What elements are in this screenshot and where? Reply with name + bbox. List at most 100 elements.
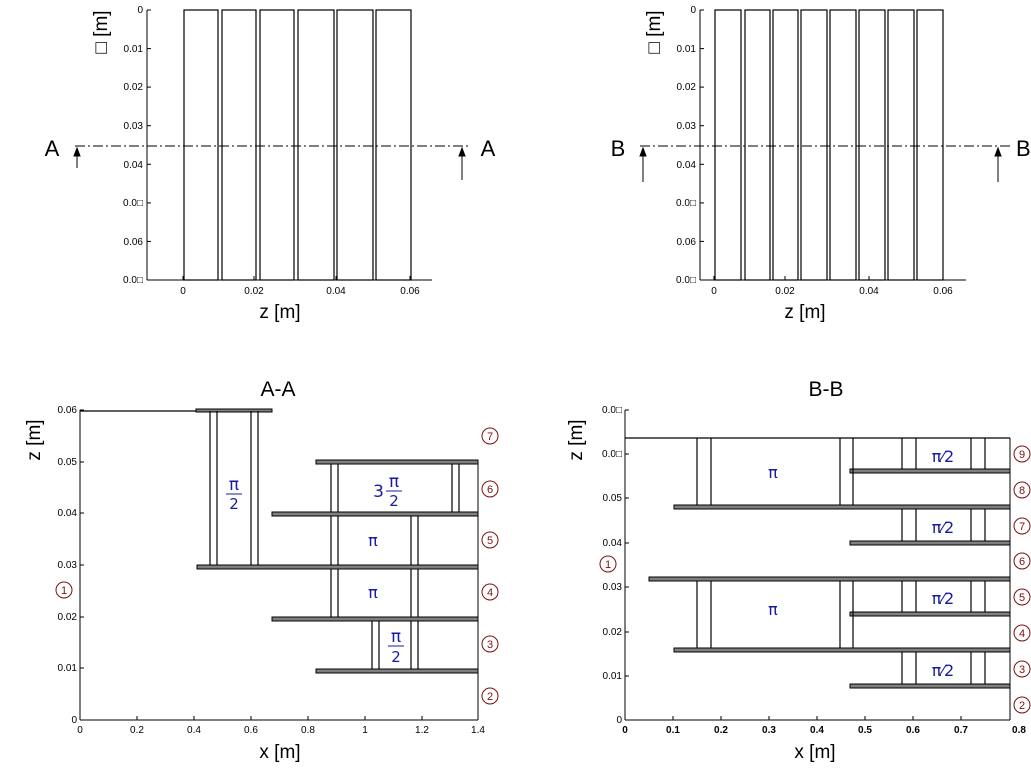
top-right-xtick-3: 0.06 [933,286,953,297]
bottom-right-mode-half-2: π⁄2 [932,518,954,537]
top-right-slots [714,9,944,281]
bottom-right-xtick-1: 0.1 [666,725,680,736]
bottom-right-ytick-7: 0.0□ [602,405,622,416]
bottom-left-x-ticks [79,716,479,720]
bottom-right-xtick-5: 0.5 [858,725,872,736]
top-left-ytick-4: 0.04 [124,160,144,171]
mode-label: π [389,472,399,492]
mode-label: π [229,475,239,495]
bottom-right-x-ticks [624,716,962,720]
mode-label: 2 [391,648,401,666]
bottom-right-xlabel: x [m] [794,742,835,763]
top-left-xtick-3: 0.06 [400,286,420,297]
bottom-left-port-3: 3 [487,639,493,651]
bottom-left-ytick-2: 0.02 [58,612,78,623]
top-left-xtick-1: 0.02 [244,286,264,297]
top-right-ylabel: □ [m] [644,10,665,53]
top-right-y-ticks [700,9,704,281]
top-right-section-arrows [639,146,1002,182]
bottom-right-mode-half-1: π⁄2 [932,447,954,466]
top-left-xlabel: z [m] [259,302,300,323]
bottom-left-ytick-0: 0 [71,715,77,726]
top-right-ytick-4: 0.04 [677,160,697,171]
bottom-right-mode-half-3: π⁄2 [932,589,954,608]
bottom-left-xtick-0: 0 [77,725,83,736]
bottom-right-xtick-0: 0 [622,725,628,736]
bottom-left-title: A-A [260,378,295,401]
top-left-section-label-left: A [45,136,60,161]
bottom-left-panel: A-A 0 0.01 0.02 0.03 0.04 0.05 0.06 0 0.… [24,378,499,763]
bottom-right-port-2: 2 [1019,700,1025,712]
bottom-left-port-1: 1 [61,585,67,597]
bottom-right-port-circles [599,445,1031,714]
bottom-left-port-7: 7 [487,431,493,443]
bottom-right-ytick-6: 0.0□ [602,449,622,460]
bottom-left-mode-pi-2: π [368,583,378,602]
top-right-section-label-right: B [1016,136,1031,161]
bottom-right-port-9: 9 [1019,449,1025,461]
bottom-left-port-6: 6 [487,484,493,496]
top-right-ytick-0: 0 [690,5,696,16]
bottom-right-port-8: 8 [1019,485,1025,497]
bottom-right-title: B-B [808,378,843,401]
top-right-section-label-left: B [611,136,626,161]
bottom-right-port-4: 4 [1019,628,1025,640]
top-right-panel: 0 0.01 0.02 0.03 0.04 0.0□ 0.06 0.0□ 0 0… [611,5,1031,323]
bottom-right-ytick-2: 0.02 [603,627,623,638]
bottom-right-slot-walls [696,438,986,684]
bottom-right-ylabel: z [m] [566,419,587,460]
bottom-left-xtick-2: 0.4 [187,725,201,736]
bottom-right-ytick-4: 0.04 [603,538,623,549]
bottom-right-port-5: 5 [1019,592,1025,604]
bottom-right-port-7: 7 [1019,521,1025,533]
bottom-left-xtick-4: 0.8 [301,725,315,736]
bottom-left-port-4: 4 [487,587,493,599]
top-left-slots [183,9,412,281]
top-left-xtick-0: 0 [180,286,186,297]
top-left-ytick-3: 0.03 [124,121,144,132]
bottom-left-bars [195,408,479,674]
bottom-right-xtick-8: 0.8 [1012,725,1026,736]
top-left-x-ticks [182,276,411,280]
top-left-xtick-2: 0.04 [326,286,346,297]
bottom-right-ytick-1: 0.01 [603,671,623,682]
bottom-right-port-1: 1 [605,559,611,571]
top-right-ytick-1: 0.01 [677,44,697,55]
bottom-right-xtick-4: 0.4 [810,725,824,736]
bottom-left-xtick-3: 0.6 [244,725,258,736]
bottom-right-xtick-2: 0.2 [714,725,728,736]
bottom-right-y-ticks [625,409,629,721]
top-left-panel: 0 0.01 0.02 0.03 0.04 0.0□ 0.06 0.0□ 0 0… [45,5,496,323]
bottom-right-port-3: 3 [1019,664,1025,676]
bottom-right-mode-pi-bottom: π [768,600,778,619]
bottom-right-bars [648,468,1011,689]
top-left-y-ticks [147,9,151,281]
bottom-left-ytick-4: 0.04 [58,508,78,519]
bottom-left-xlabel: x [m] [259,742,300,763]
top-left-ylabel: □ [m] [91,10,112,53]
mode-label: π [391,627,401,647]
bottom-right-ytick-3: 0.03 [603,582,623,593]
bottom-right-xtick-3: 0.3 [762,725,776,736]
top-right-xtick-2: 0.04 [859,286,879,297]
top-left-ytick-0: 0 [137,5,143,16]
top-left-ytick-7: 0.0□ [123,275,143,286]
bottom-left-mode-pi-1: π [368,531,378,550]
bottom-right-xtick-6: 0.6 [906,725,920,736]
bottom-left-port-circles [55,427,499,705]
top-left-section-label-right: A [481,136,496,161]
bottom-left-xtick-5: 1 [362,725,368,736]
bottom-left-slot-walls [209,411,460,669]
bottom-left-ytick-6: 0.06 [58,405,78,416]
top-right-xtick-0: 0 [711,286,717,297]
top-left-ytick-6: 0.06 [124,237,144,248]
top-right-xtick-1: 0.02 [775,286,795,297]
bottom-left-ytick-1: 0.01 [58,663,78,674]
bottom-right-panel: B-B 0 0.01 0.02 0.03 0.04 0.05 0.0□ 0.0□… [566,378,1031,763]
bottom-right-xtick-7: 0.7 [954,725,968,736]
bottom-right-port-6: 6 [1019,556,1025,568]
bottom-right-ytick-5: 0.05 [603,493,623,504]
top-right-ytick-5: 0.0□ [676,198,696,209]
bottom-left-xtick-6: 1.2 [415,725,429,736]
